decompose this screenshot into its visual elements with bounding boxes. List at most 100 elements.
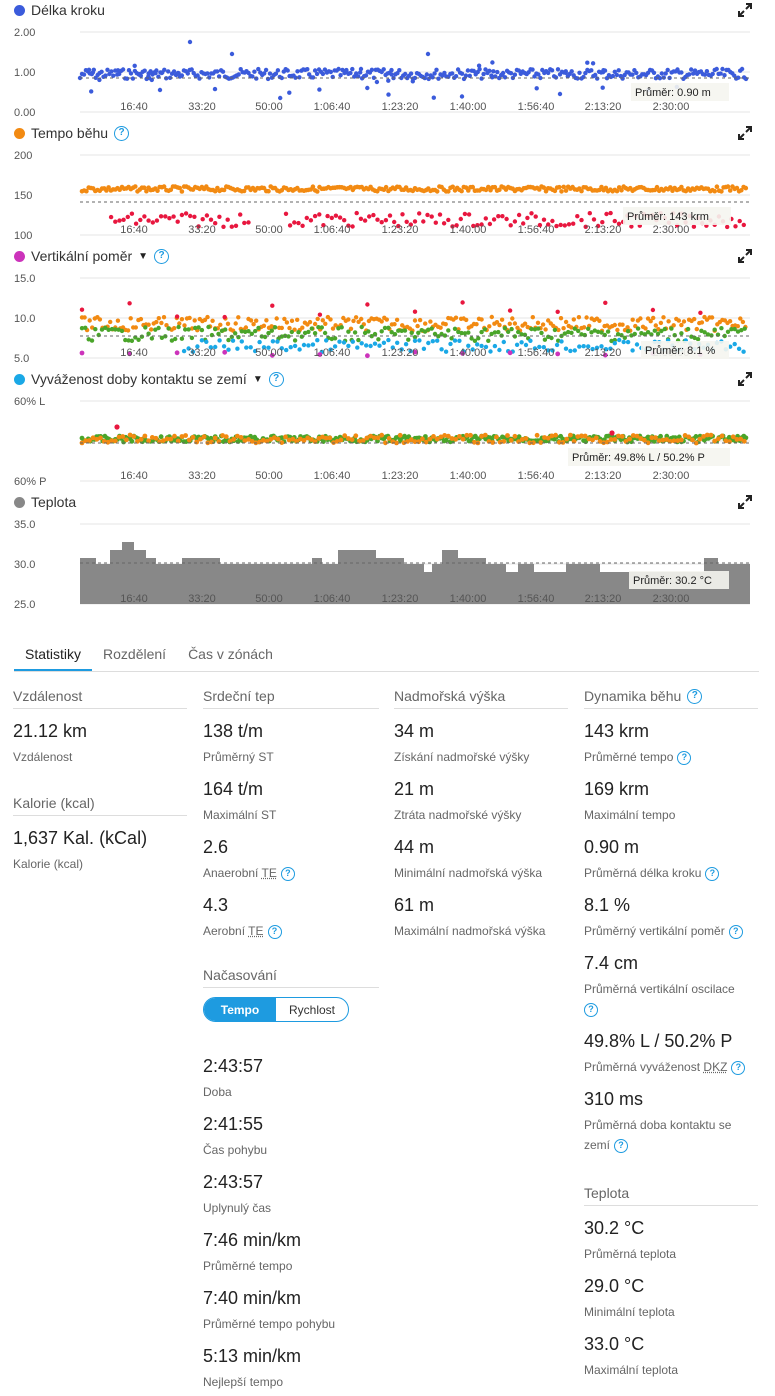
- data-point: [454, 223, 459, 228]
- data-point: [425, 51, 431, 57]
- label-text: Průměrná délka kroku: [584, 866, 702, 880]
- data-point: [538, 75, 543, 81]
- x-tick-label: 1:56:40: [518, 101, 555, 113]
- data-point: [625, 325, 630, 330]
- series-dot: [14, 373, 25, 385]
- data-point: [425, 212, 430, 218]
- data-point: [412, 338, 418, 343]
- expand-icon[interactable]: [737, 2, 753, 18]
- data-point: [556, 327, 561, 333]
- dropdown-caret-icon[interactable]: ▼: [252, 373, 263, 385]
- help-icon[interactable]: ?: [268, 371, 284, 387]
- data-point: [477, 67, 482, 72]
- data-point: [293, 75, 298, 80]
- data-point: [634, 342, 640, 347]
- help-icon[interactable]: ?: [114, 125, 130, 141]
- data-point: [154, 218, 160, 223]
- data-point: [181, 348, 187, 354]
- data-point: [634, 70, 639, 76]
- help-icon[interactable]: ?: [731, 1060, 746, 1075]
- data-point: [417, 338, 422, 343]
- data-point: [422, 329, 428, 334]
- data-point: [260, 437, 266, 443]
- help-icon[interactable]: ?: [677, 750, 692, 765]
- expand-icon[interactable]: [737, 248, 753, 264]
- data-point: [423, 439, 429, 445]
- dropdown-caret-icon[interactable]: ▼: [138, 250, 149, 262]
- data-point: [593, 72, 598, 78]
- data-point: [117, 218, 122, 223]
- data-point: [479, 329, 484, 335]
- tab-time-in-zones[interactable]: Čas v zónách: [188, 646, 273, 662]
- data-point: [129, 211, 135, 216]
- data-point: [383, 218, 389, 223]
- data-point: [496, 329, 501, 335]
- data-point: [204, 339, 209, 344]
- data-point: [735, 324, 740, 329]
- data-point: [486, 184, 491, 190]
- tab-splits[interactable]: Rozdělení: [103, 646, 167, 662]
- section-heading: Dynamika běhu?: [584, 688, 758, 709]
- data-point: [200, 217, 205, 222]
- data-point: [292, 220, 297, 225]
- data-point: [656, 438, 662, 444]
- help-icon[interactable]: ?: [728, 924, 743, 939]
- data-point: [392, 219, 397, 225]
- tab-statistics[interactable]: Statistiky: [14, 640, 93, 671]
- help-icon[interactable]: ?: [687, 688, 703, 704]
- data-point: [603, 347, 609, 352]
- x-tick-label: 1:40:00: [450, 593, 487, 605]
- help-icon[interactable]: ?: [154, 248, 170, 264]
- toggle-pace[interactable]: Tempo: [204, 998, 276, 1021]
- data-point: [201, 434, 207, 440]
- data-point: [507, 321, 512, 326]
- data-point: [81, 72, 87, 77]
- help-icon[interactable]: ?: [705, 866, 720, 881]
- data-point: [563, 70, 568, 76]
- data-point: [494, 434, 499, 440]
- data-point: [90, 435, 96, 441]
- data-point: [532, 327, 538, 332]
- x-tick-label: 2:30:00: [653, 101, 690, 113]
- x-tick-label: 1:06:40: [314, 224, 351, 236]
- expand-icon[interactable]: [737, 494, 753, 510]
- data-point: [209, 439, 214, 445]
- expand-icon[interactable]: [737, 371, 753, 387]
- data-point: [483, 67, 488, 72]
- data-point: [605, 329, 611, 334]
- data-point: [702, 72, 708, 77]
- data-point: [161, 184, 167, 189]
- x-tick-label: 2:13:20: [585, 101, 622, 113]
- data-point: [400, 212, 405, 217]
- help-icon[interactable]: ?: [267, 924, 282, 939]
- data-point: [177, 185, 182, 191]
- data-point: [275, 68, 281, 73]
- data-point: [185, 71, 190, 76]
- data-point: [353, 433, 359, 439]
- data-point: [167, 216, 172, 221]
- data-point: [371, 212, 376, 218]
- stat-label: Maximální teplota: [584, 1363, 679, 1377]
- data-point: [163, 214, 168, 219]
- data-point: [279, 435, 285, 440]
- help-icon[interactable]: ?: [614, 1138, 629, 1153]
- toggle-speed[interactable]: Rychlost: [288, 1002, 335, 1017]
- stat-label: Průměrný vertikální poměr?: [584, 921, 758, 941]
- data-point: [186, 346, 191, 351]
- average-label: Průměr: 143 krm: [627, 211, 709, 223]
- expand-icon[interactable]: [737, 125, 753, 141]
- data-point: [357, 438, 362, 444]
- data-point: [173, 336, 178, 342]
- data-point: [629, 224, 634, 229]
- data-point: [419, 328, 424, 333]
- data-point: [371, 435, 377, 441]
- help-icon[interactable]: ?: [584, 1002, 598, 1017]
- data-point: [490, 75, 495, 80]
- data-point: [174, 350, 180, 356]
- data-point: [589, 68, 594, 73]
- data-point: [737, 218, 742, 224]
- data-point: [379, 329, 384, 334]
- data-point: [403, 71, 408, 77]
- stat: 21 m Ztráta nadmořské výšky: [394, 779, 568, 825]
- help-icon[interactable]: ?: [280, 866, 295, 881]
